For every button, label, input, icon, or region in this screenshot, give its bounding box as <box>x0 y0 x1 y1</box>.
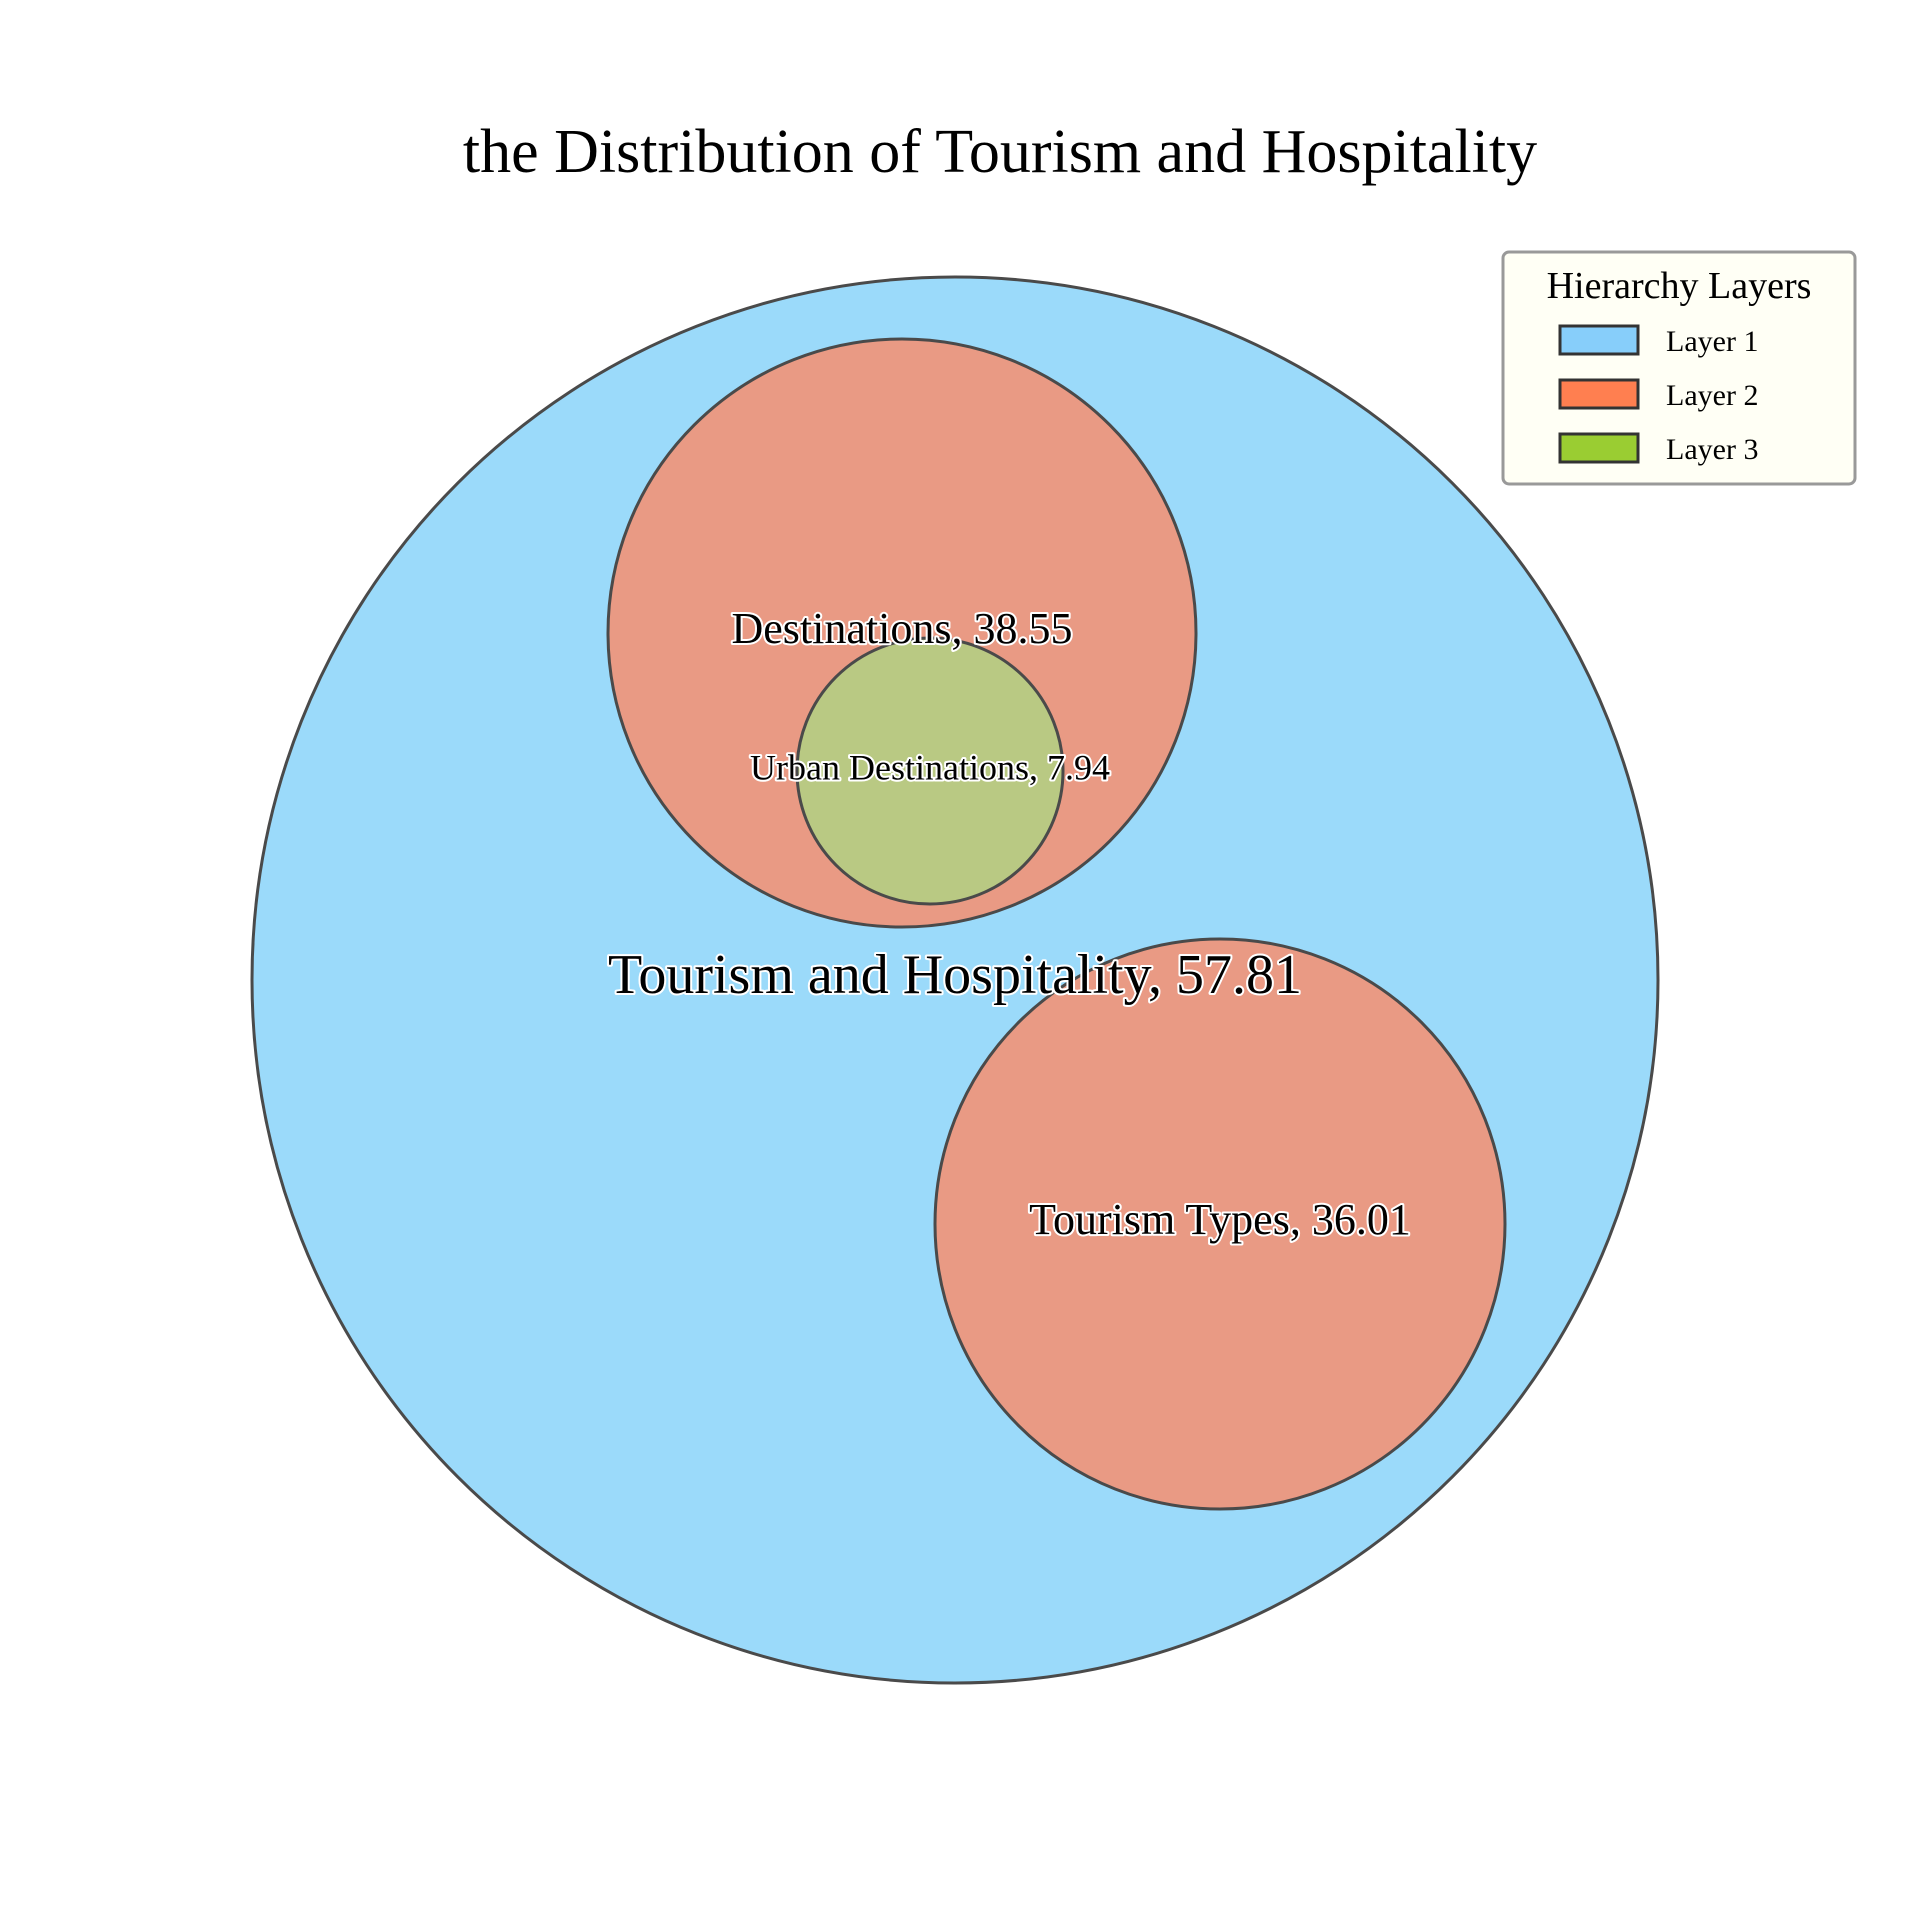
labels-group: Tourism and Hospitality, 57.81 Destinatio… <box>606 602 1413 1246</box>
circles-group <box>250 275 1660 1685</box>
chart-title: the Distribution of Tourism and Hospital… <box>463 118 1537 186</box>
legend-swatch-3 <box>1558 432 1640 464</box>
label-tourism-and-hospitality: Tourism and Hospitality, 57.81 <box>608 944 1302 1006</box>
label-destinations: Destinations, 38.55 <box>732 604 1073 653</box>
legend-swatch-1 <box>1558 324 1640 356</box>
legend-title: Hierarchy Layers <box>1547 265 1812 307</box>
legend-box <box>1501 250 1857 486</box>
legend-label-2: Layer 2 <box>1666 379 1758 412</box>
label-urban-destinations: Urban Destinations, 7.94 <box>750 747 1110 787</box>
legend-label-3: Layer 3 <box>1666 433 1758 466</box>
circle-urban-destinations <box>795 636 1065 906</box>
legend-label-1: Layer 1 <box>1666 325 1758 358</box>
label-tourism-types: Tourism Types, 36.01 <box>1029 1195 1411 1244</box>
legend-entries: Layer 1 Layer 2 Layer 3 <box>1558 324 1758 466</box>
legend-swatch-2 <box>1558 378 1640 410</box>
legend: Hierarchy Layers Layer 1 Layer 2 Layer 3 <box>1501 250 1857 486</box>
circle-tourism-types <box>933 937 1507 1511</box>
